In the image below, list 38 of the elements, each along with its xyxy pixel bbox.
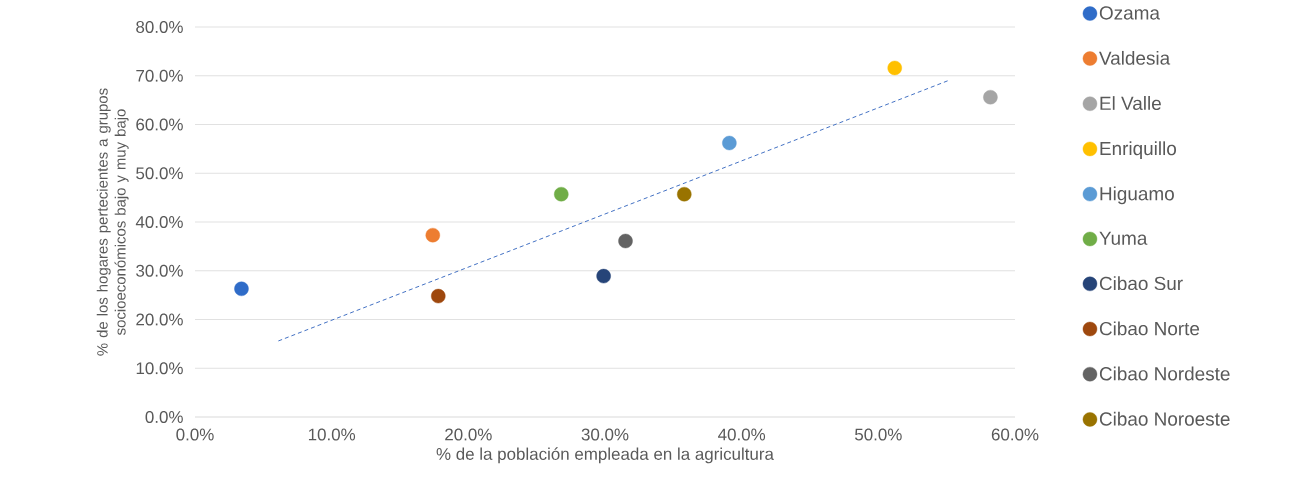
point bbox=[722, 135, 737, 151]
y-tick-label: 40.0% bbox=[135, 216, 183, 228]
point bbox=[234, 281, 249, 296]
y-tick-label: 30.0% bbox=[136, 264, 183, 277]
point bbox=[431, 288, 446, 304]
point bbox=[983, 90, 998, 105]
legend-label: Enriquillo bbox=[1100, 141, 1177, 159]
legend-label: Cibao Sur bbox=[1099, 276, 1183, 291]
point bbox=[596, 268, 611, 284]
legend-label: Cibao Noroeste bbox=[1099, 411, 1230, 426]
y-tick-label: 0.0% bbox=[145, 411, 183, 423]
y-axis-title: % de los hogares pertecientes a grupos socioeconómicos bajo y muy bajo bbox=[96, 88, 129, 356]
x-tick-label: 40.0% bbox=[718, 428, 766, 441]
point bbox=[554, 187, 569, 202]
x-axis-title: % de la población empleada en la agricultura bbox=[436, 447, 774, 464]
y-tick-label: 60.0% bbox=[136, 118, 183, 131]
y-tick-label: 10.0% bbox=[136, 362, 183, 375]
legend-label: Ozama bbox=[1099, 6, 1160, 20]
legend-label: Higuamo bbox=[1100, 186, 1174, 205]
legend-label: El Valle bbox=[1100, 96, 1161, 111]
x-tick-label: 60.0% bbox=[991, 428, 1039, 441]
y-tick-label: 20.0% bbox=[136, 313, 183, 326]
legend-label: Cibao Norte bbox=[1099, 321, 1200, 336]
y-tick-label: 50.0% bbox=[136, 167, 183, 180]
legend-label: Yuma bbox=[1099, 231, 1148, 245]
y-tick-label: 80.0% bbox=[136, 21, 183, 33]
legend-label: Cibao Nordeste bbox=[1099, 366, 1230, 381]
legend-label: Valdesia bbox=[1099, 50, 1171, 65]
x-tick-label: 50.0% bbox=[855, 428, 902, 441]
x-tick-label: 10.0% bbox=[308, 428, 356, 441]
y-tick-label: 70.0% bbox=[136, 69, 183, 82]
x-tick-label: 0.0% bbox=[176, 428, 214, 441]
point bbox=[425, 227, 440, 243]
x-tick-label: 30.0% bbox=[581, 428, 629, 441]
point bbox=[887, 60, 902, 76]
point bbox=[677, 187, 692, 202]
point bbox=[618, 233, 633, 249]
x-tick-label: 20.0% bbox=[445, 428, 492, 441]
